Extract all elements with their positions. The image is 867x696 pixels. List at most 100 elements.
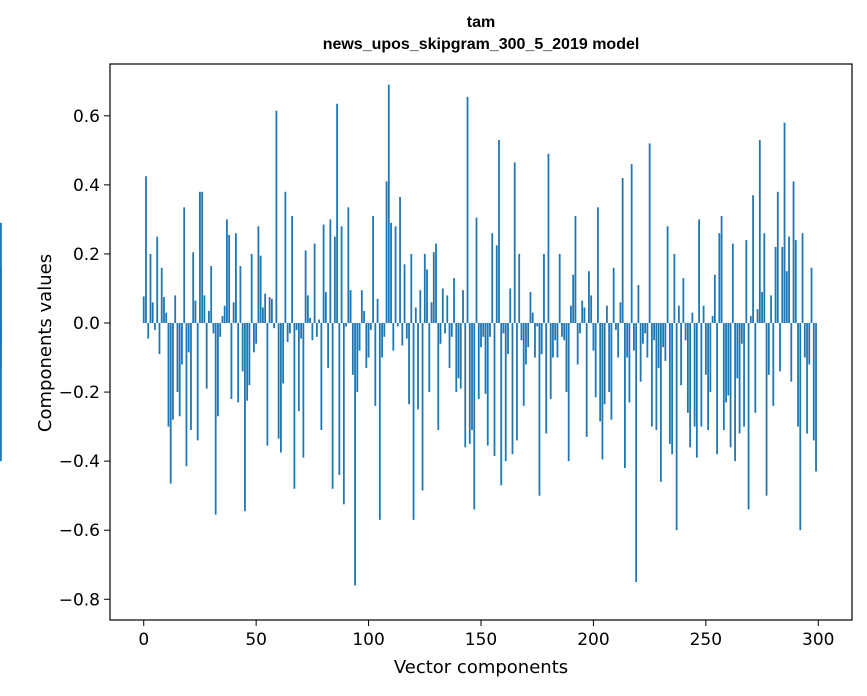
bar: [185, 323, 188, 467]
bar: [606, 305, 608, 324]
bar: [360, 290, 363, 324]
bar: [259, 255, 262, 324]
bar: [770, 295, 772, 324]
plot-frame: [109, 63, 853, 621]
bar: [237, 323, 240, 403]
bar: [293, 323, 296, 489]
bar: [345, 323, 347, 327]
bar: [682, 278, 685, 324]
x-tick-label: 50: [245, 630, 267, 650]
bar: [689, 323, 692, 448]
bar: [617, 323, 620, 358]
bar: [226, 219, 228, 324]
bar: [430, 302, 433, 324]
bar: [390, 222, 392, 324]
bar: [333, 236, 336, 324]
bar: [504, 323, 507, 462]
bar: [169, 323, 172, 484]
bar: [525, 323, 527, 365]
bar: [680, 323, 683, 386]
bar: [797, 323, 799, 427]
bar: [720, 215, 723, 324]
bar: [311, 323, 314, 341]
bar: [446, 295, 449, 324]
bar: [147, 323, 150, 339]
bar: [621, 177, 624, 324]
bar: [650, 323, 653, 427]
bar: [806, 323, 808, 434]
bar: [320, 323, 323, 431]
bar: [574, 215, 577, 324]
bar: [473, 323, 476, 510]
bar: [302, 323, 305, 458]
bar: [372, 215, 374, 324]
bar: [208, 310, 210, 324]
bar: [565, 323, 568, 393]
bar: [385, 181, 388, 324]
y-tick-label: 0.4: [73, 176, 100, 196]
bar: [763, 233, 766, 324]
bar: [282, 323, 285, 384]
bar: [626, 323, 629, 358]
x-tick-label: 0: [138, 630, 149, 650]
bar: [738, 323, 741, 434]
bar: [747, 323, 750, 510]
bar: [579, 323, 581, 334]
bar: [435, 243, 437, 324]
bar: [534, 323, 536, 358]
bar: [300, 323, 303, 339]
bar: [349, 290, 352, 324]
bar: [367, 323, 370, 358]
bar: [486, 323, 489, 446]
bar: [356, 323, 359, 393]
bar: [304, 250, 307, 324]
y-tick-label: −0.2: [59, 383, 100, 403]
bar: [745, 240, 748, 324]
bar: [410, 253, 413, 324]
y-tick-label: 0.2: [73, 245, 100, 265]
bar: [772, 323, 775, 406]
bar: [734, 323, 736, 462]
bar: [713, 274, 716, 324]
bar: [740, 323, 743, 344]
bar: [203, 295, 206, 324]
bar: [363, 310, 365, 324]
bar: [261, 307, 264, 324]
bar: [639, 323, 642, 382]
bar: [563, 323, 566, 341]
bar: [421, 323, 424, 491]
bar: [716, 323, 718, 455]
bar: [776, 191, 779, 324]
bar: [199, 191, 201, 324]
bar: [549, 323, 552, 399]
bar: [466, 96, 469, 324]
bar: [502, 323, 505, 334]
bar: [426, 269, 428, 324]
bar: [597, 207, 599, 324]
bar: [572, 274, 575, 324]
bar: [0, 323, 2, 341]
bar: [158, 323, 161, 355]
bar: [509, 288, 512, 324]
bar: [480, 323, 482, 348]
bar: [538, 323, 541, 496]
bar: [194, 300, 197, 324]
bar: [205, 323, 208, 389]
bar: [556, 323, 559, 358]
bar: [725, 323, 727, 403]
bar: [387, 84, 390, 324]
bar: [0, 323, 2, 462]
bar: [547, 153, 550, 324]
bar-series: [0, 84, 817, 586]
bar: [279, 323, 282, 453]
bar: [163, 297, 165, 324]
bar: [401, 323, 404, 346]
bar: [540, 323, 543, 355]
bar: [266, 323, 269, 446]
y-tick-label: −0.6: [59, 521, 100, 541]
bar: [653, 323, 656, 341]
bar: [250, 253, 253, 324]
bar: [396, 323, 399, 327]
bar: [210, 266, 213, 324]
bar: [743, 323, 745, 427]
